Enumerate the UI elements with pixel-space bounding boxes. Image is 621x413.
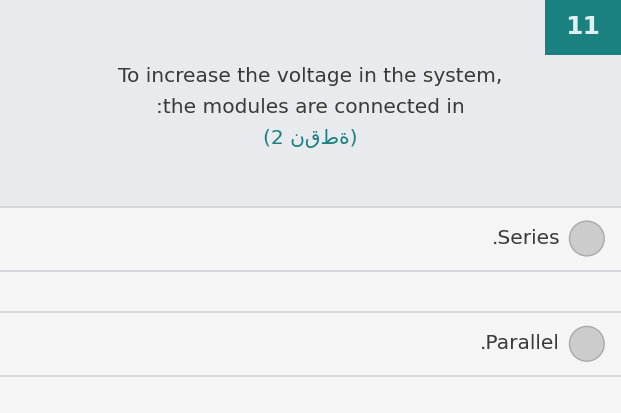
Text: To increase the voltage in the system,: To increase the voltage in the system, xyxy=(119,67,502,86)
Ellipse shape xyxy=(569,221,604,256)
FancyBboxPatch shape xyxy=(545,0,621,55)
Text: .Parallel: .Parallel xyxy=(480,334,560,354)
Ellipse shape xyxy=(569,326,604,361)
Text: .Series: .Series xyxy=(491,229,560,248)
FancyBboxPatch shape xyxy=(0,206,621,271)
FancyBboxPatch shape xyxy=(0,0,621,215)
FancyBboxPatch shape xyxy=(0,215,621,413)
Text: (2 نقطة): (2 نقطة) xyxy=(263,129,358,148)
FancyBboxPatch shape xyxy=(0,312,621,376)
Text: 11: 11 xyxy=(565,15,601,39)
Text: :the modules are connected in: :the modules are connected in xyxy=(156,98,465,117)
